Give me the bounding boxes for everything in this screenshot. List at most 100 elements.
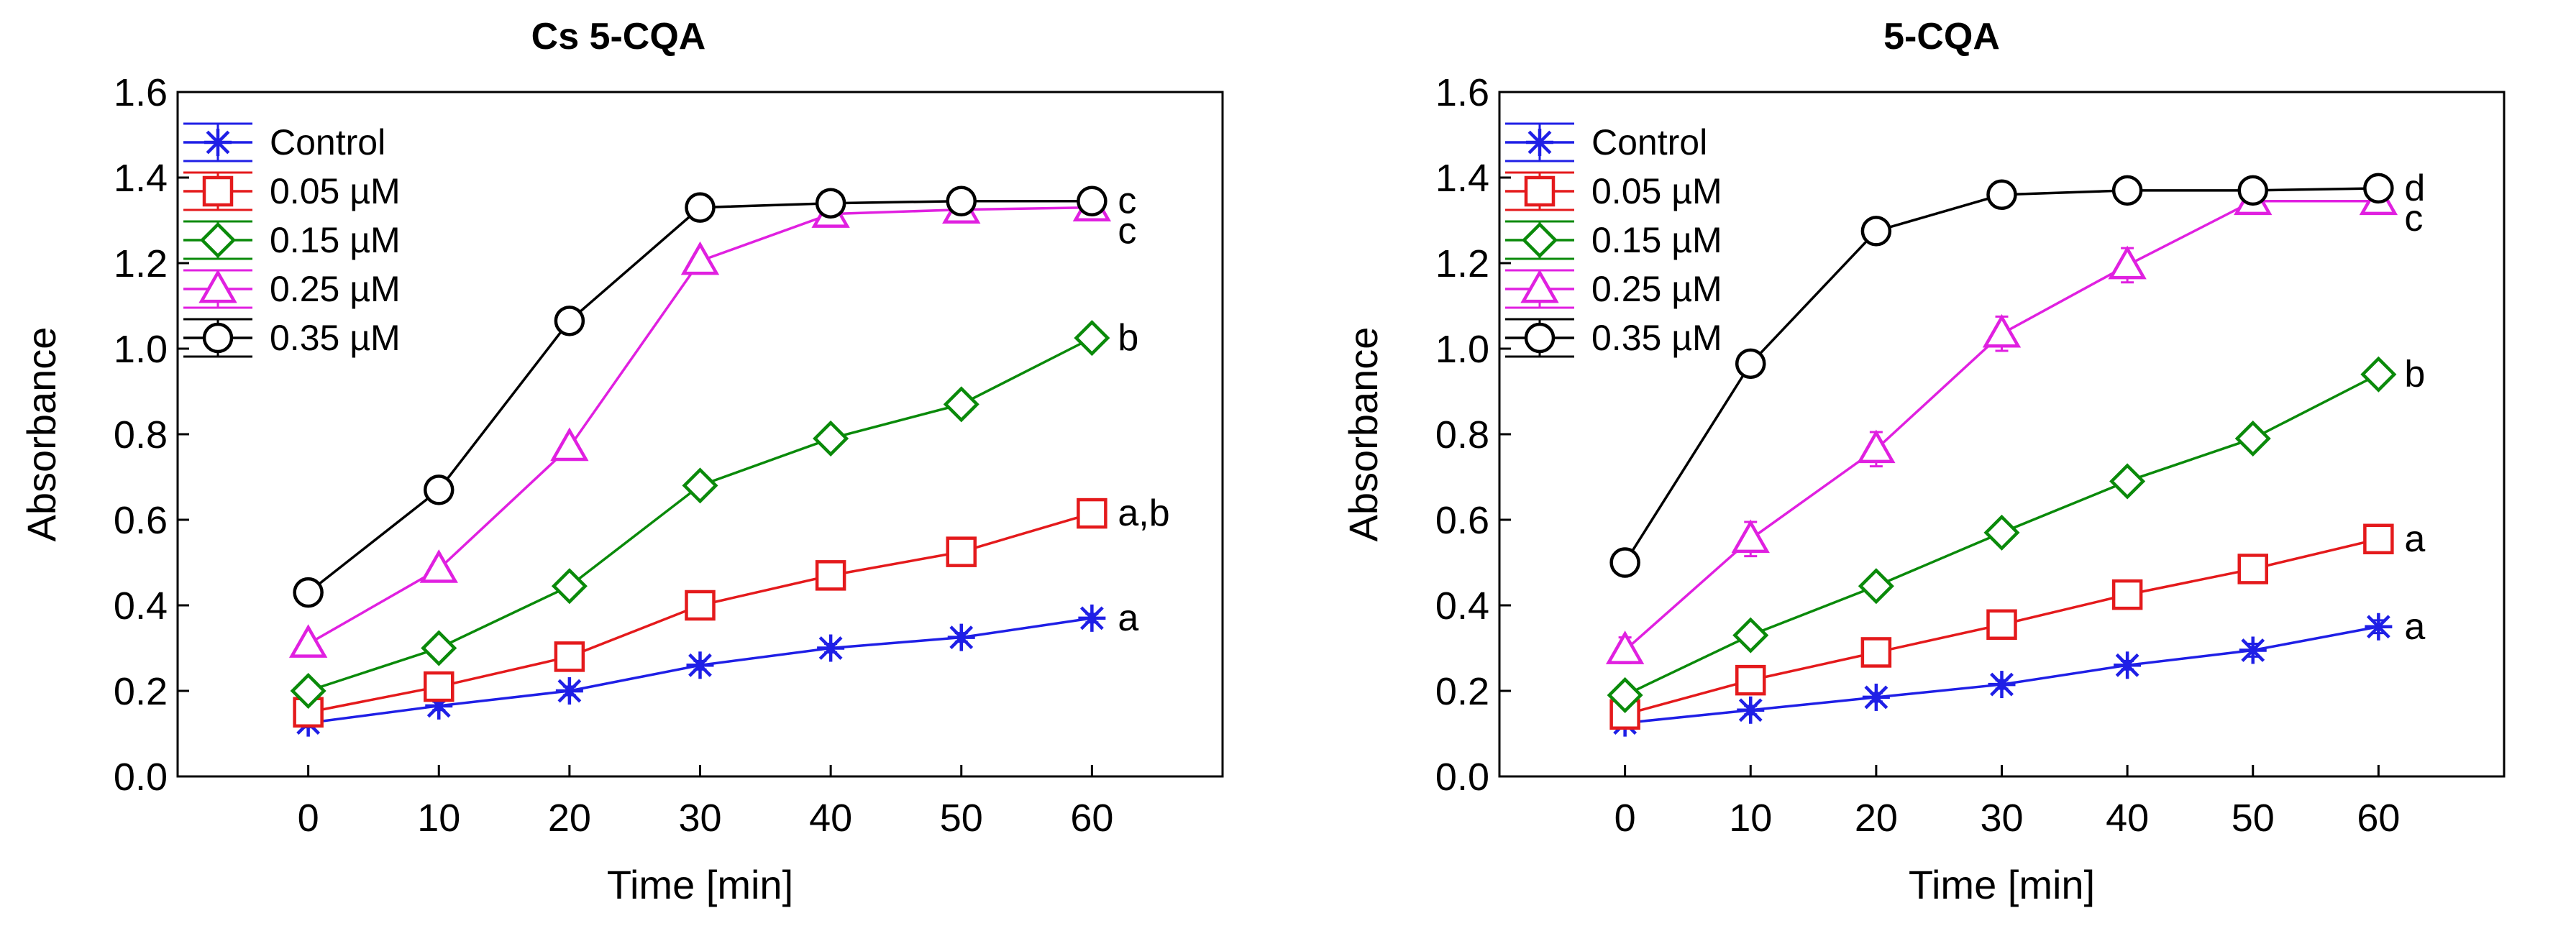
legend-label: 0.25 µM <box>1591 269 1722 309</box>
y-tick-label: 0.0 <box>1435 756 1489 799</box>
legend-item-3: 0.15 µM <box>183 220 401 260</box>
legend: Control 0.05 µM 0.15 µM 0.25 µM 0.35 µM <box>183 122 401 358</box>
data-point <box>2234 420 2271 457</box>
legend-label: 0.35 µM <box>270 318 401 358</box>
legend-marker <box>1524 322 1556 354</box>
legend-label: 0.05 µM <box>1591 171 1722 211</box>
data-point <box>1077 497 1107 529</box>
significance-label: a <box>2404 518 2425 560</box>
data-point <box>419 549 458 583</box>
x-tick-label: 50 <box>2232 797 2275 840</box>
significance-label: b <box>1118 317 1138 359</box>
data-point <box>943 386 979 423</box>
data-point <box>551 568 588 605</box>
legend-item-2: 0.05 µM <box>183 171 401 211</box>
data-point <box>1737 696 1765 724</box>
data-point <box>680 241 720 275</box>
y-tick-label: 0.4 <box>114 584 168 628</box>
data-point <box>293 577 324 608</box>
data-point <box>1731 519 1770 554</box>
x-tick-label: 0 <box>1614 797 1636 840</box>
data-point <box>2109 463 2146 500</box>
series-3 <box>1607 356 2397 713</box>
y-tick-label: 1.6 <box>1435 71 1489 114</box>
data-point <box>685 590 716 621</box>
x-tick-label: 60 <box>1070 797 1113 840</box>
y-tick-label: 0.8 <box>114 413 168 457</box>
legend-item-1: Control <box>183 122 385 162</box>
data-point <box>2363 173 2394 204</box>
chart-panel-2: 5-CQA 0.0 0.2 0.4 0.6 0.8 1.0 1.2 1.4 1.6 0 10 20 30 4… <box>1340 16 2506 907</box>
y-axis-title: Absorbance <box>1340 327 1386 542</box>
data-point <box>2108 245 2147 280</box>
data-point <box>1860 637 1892 668</box>
series-1 <box>294 604 1106 737</box>
data-point <box>1735 664 1766 696</box>
x-tick-label: 40 <box>2106 797 2149 840</box>
legend-label: 0.15 µM <box>1591 220 1722 260</box>
y-tick-label: 1.2 <box>1435 242 1489 285</box>
legend-marker <box>1524 175 1556 207</box>
x-tick-label: 10 <box>1729 797 1772 840</box>
series-2 <box>1609 523 2394 730</box>
x-axis-title: Time [min] <box>1909 862 2095 907</box>
series-5 <box>1609 173 2394 578</box>
data-point <box>1609 547 1640 578</box>
legend-marker <box>1526 129 1553 156</box>
series-4 <box>288 188 1112 658</box>
y-tick-label: 0.8 <box>1435 413 1489 457</box>
series-2 <box>293 497 1107 728</box>
y-tick-label: 1.0 <box>1435 328 1489 371</box>
series-3 <box>290 320 1110 710</box>
legend-marker <box>1521 221 1558 259</box>
legend-item-3: 0.15 µM <box>1505 220 1722 260</box>
legend-marker <box>198 269 237 303</box>
x-tick-label: 0 <box>298 797 319 840</box>
x-axis-title: Time [min] <box>607 862 793 907</box>
data-point <box>421 630 457 666</box>
data-point <box>288 624 328 658</box>
chart-title: Cs 5-CQA <box>531 16 706 58</box>
legend-marker <box>1520 269 1559 303</box>
legend-label: 0.05 µM <box>270 171 401 211</box>
data-point <box>946 536 977 567</box>
legend-label: 0.25 µM <box>270 269 401 309</box>
legend: Control 0.05 µM 0.15 µM 0.25 µM 0.35 µM <box>1505 122 1722 358</box>
legend-label: 0.15 µM <box>270 220 401 260</box>
legend-label: 0.35 µM <box>1591 318 1722 358</box>
x-tick-label: 50 <box>940 797 983 840</box>
y-tick-label: 1.6 <box>114 71 168 114</box>
data-point <box>947 623 975 651</box>
legend-marker <box>202 175 234 207</box>
data-point <box>2239 636 2267 664</box>
x-tick-label: 30 <box>1980 797 2023 840</box>
series-line <box>1624 187 2379 564</box>
series-5 <box>293 185 1107 608</box>
x-tick-label: 20 <box>1855 797 1898 840</box>
significance-label: c <box>1118 180 1136 222</box>
data-point <box>815 560 846 591</box>
data-point <box>2365 613 2393 641</box>
data-point <box>817 634 845 662</box>
data-point <box>2111 579 2143 610</box>
data-point <box>1074 320 1110 357</box>
data-point <box>1077 185 1107 216</box>
chart-panel-1: Cs 5-CQA 0.0 0.2 0.4 0.6 0.8 1.0 1.2 1.4 1.6 0 10 20… <box>19 16 1224 907</box>
y-tick-label: 1.4 <box>1435 157 1489 200</box>
data-point <box>1988 671 2016 699</box>
legend-item-4: 0.25 µM <box>183 269 401 309</box>
legend-item-5: 0.35 µM <box>1505 318 1722 358</box>
y-tick-label: 0.0 <box>114 756 168 799</box>
data-point <box>2237 175 2268 206</box>
data-point <box>1732 617 1769 653</box>
significance-label: a <box>2404 606 2425 648</box>
data-point <box>686 651 714 679</box>
x-tick-label: 30 <box>678 797 721 840</box>
data-point <box>2237 554 2268 584</box>
data-point <box>1862 683 1890 711</box>
legend-label: Control <box>270 122 385 162</box>
data-point <box>554 306 585 336</box>
legend-marker <box>199 221 237 259</box>
data-point <box>813 420 849 457</box>
